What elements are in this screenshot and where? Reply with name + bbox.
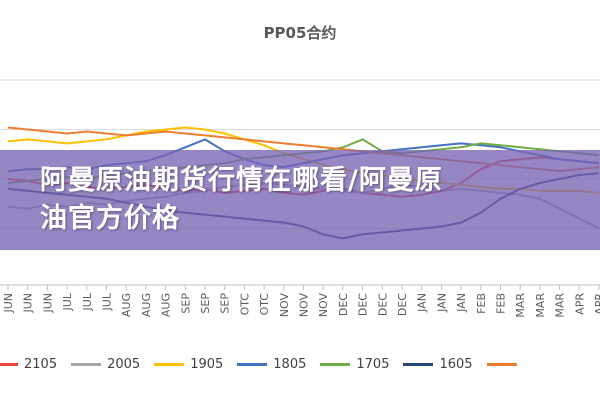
legend-swatch xyxy=(486,362,517,366)
x-tick-label: JAN xyxy=(455,293,468,313)
x-tick-label: AUG xyxy=(160,293,173,317)
x-tick-label: JUN xyxy=(22,293,35,314)
legend-label: 2005 xyxy=(107,356,141,372)
x-tick-label: APR xyxy=(573,293,586,315)
legend-swatch xyxy=(71,362,102,366)
x-tick-label: SEP xyxy=(219,293,232,314)
x-tick-label: OTC xyxy=(238,293,251,316)
legend-item-1805: 1805 xyxy=(237,357,306,372)
legend-item-1705: 1705 xyxy=(320,357,389,372)
legend-item-unnamed-6 xyxy=(486,362,523,366)
x-tick-label: NOV xyxy=(298,293,311,318)
banner-line-1: 阿曼原油期货行情在哪看/阿曼原 xyxy=(40,165,443,196)
x-tick-label: NOV xyxy=(317,293,330,318)
x-tick-label: NOV xyxy=(278,293,291,318)
legend-swatch xyxy=(237,362,268,366)
chart-title: PP05合约 xyxy=(263,24,337,42)
legend-label: 1905 xyxy=(190,356,224,372)
banner-headline: 阿曼原油期货行情在哪看/阿曼原 油官方价格 xyxy=(40,162,580,238)
x-tick-label: JUL xyxy=(81,292,94,311)
legend-item-2105: 2105 xyxy=(0,357,57,372)
x-tick-label: DEC xyxy=(376,293,389,316)
x-tick-label: MAR xyxy=(514,293,527,318)
x-tick-label: MAR xyxy=(534,293,547,318)
banner-line-2: 油官方价格 xyxy=(40,203,180,234)
chart-legend: 2105 2005 1905 1805 1705 1605 xyxy=(0,352,537,376)
x-tick-label: AUG xyxy=(140,293,153,317)
x-tick-label: AUG xyxy=(120,293,133,317)
x-tick-label: OTC xyxy=(258,293,271,316)
x-tick-label: FEB xyxy=(475,293,488,314)
x-tick-label: JUL xyxy=(101,292,114,311)
legend-item-1905: 1905 xyxy=(154,357,223,372)
legend-label: 1705 xyxy=(356,356,390,372)
x-tick-label: APR xyxy=(593,293,600,315)
legend-swatch xyxy=(0,362,18,366)
overlay-banner: 阿曼原油期货行情在哪看/阿曼原 油官方价格 xyxy=(0,150,600,250)
legend-item-2005: 2005 xyxy=(71,357,140,372)
x-tick-label: JUN xyxy=(2,293,15,314)
legend-swatch xyxy=(154,362,185,366)
x-tick-label: DEC xyxy=(396,293,409,316)
x-tick-label: DEC xyxy=(337,293,350,316)
legend-label: 1605 xyxy=(439,356,473,372)
x-tick-label: JAN xyxy=(416,293,429,313)
legend-label: 2105 xyxy=(24,356,58,372)
x-tick-label: SEP xyxy=(199,293,212,314)
x-tick-label: FEB xyxy=(495,293,508,314)
x-tick-label: DEC xyxy=(357,293,370,316)
legend-item-1605: 1605 xyxy=(403,356,473,372)
x-tick-label: JUL xyxy=(61,292,74,311)
x-tick-label: JUN xyxy=(41,293,54,314)
x-tick-label: MAR xyxy=(554,293,567,318)
x-tick-label: JAN xyxy=(435,293,448,313)
legend-swatch xyxy=(320,362,351,366)
legend-label: 1805 xyxy=(273,356,307,372)
x-axis-ticks: JUN JUN JUN JUL JUL JUL AUG AUG AUG SEP SEP SEP OTC O… xyxy=(2,285,600,318)
legend-swatch xyxy=(403,362,434,366)
x-tick-label: SEP xyxy=(179,293,192,314)
